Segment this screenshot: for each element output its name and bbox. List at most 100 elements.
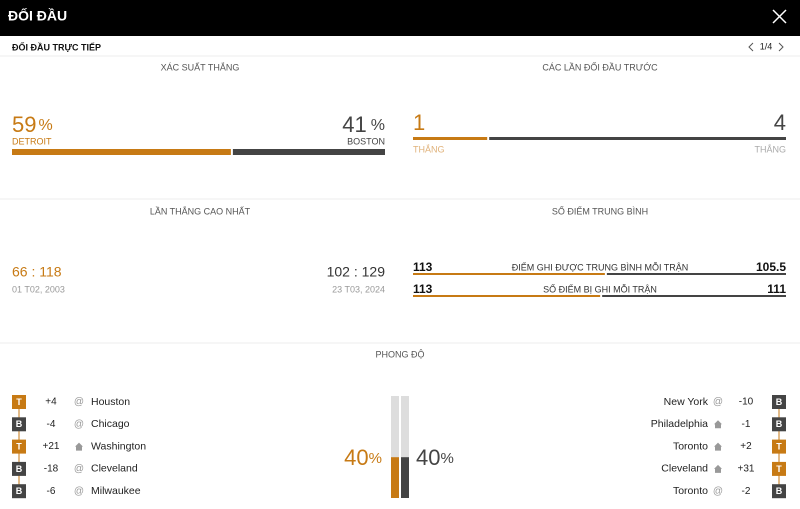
form-percent: 40% [344, 445, 382, 470]
unit: % [440, 450, 453, 467]
away-h2h-label: THẮNG [755, 144, 787, 154]
result: T [16, 441, 22, 451]
result: B [776, 419, 783, 429]
diff: -4 [47, 419, 56, 430]
diff: -6 [47, 486, 56, 497]
form-bar [401, 457, 409, 498]
diff: +21 [43, 441, 60, 452]
prev-button[interactable] [748, 42, 754, 52]
opponent: Milwaukee [91, 485, 141, 497]
result: B [16, 486, 23, 496]
home-h2h-label: THẮNG [413, 144, 445, 154]
home-icon [714, 442, 722, 451]
next-button[interactable] [778, 42, 784, 52]
opponent: Philadelphia [651, 418, 708, 430]
unit: % [369, 450, 382, 467]
bar-home [413, 273, 605, 275]
avg-home: 113 [413, 282, 433, 296]
header-bar [0, 0, 800, 36]
away-team: BOSTON [347, 136, 385, 146]
home-h2h: 1 [413, 110, 425, 135]
result-badge [12, 417, 26, 432]
diff: -18 [44, 464, 59, 475]
home-icon [714, 464, 722, 473]
result-badge [772, 484, 786, 499]
avg-label: ĐIỂM GHI ĐƯỢC TRUNG BÌNH MỖI TRẬN [512, 261, 689, 272]
result: B [16, 419, 23, 429]
result-badge [772, 439, 786, 454]
home-biggest-win: 66 : 118 [12, 264, 62, 280]
venue: @ [74, 397, 84, 408]
away-h2h: 4 [774, 110, 786, 135]
result-badge [12, 461, 26, 476]
avg-home: 113 [413, 260, 433, 274]
result: B [16, 464, 23, 474]
diff: -10 [739, 397, 754, 408]
dynamic: 113 ĐIỂM GHI ĐƯỢC TRUNG BÌNH MỖI TRẬN 105.… [12, 137, 786, 499]
result: T [16, 397, 22, 407]
result: B [776, 397, 783, 407]
venue: @ [74, 464, 84, 475]
result-badge [12, 484, 26, 499]
bar-away [606, 273, 786, 275]
opponent: Washington [91, 440, 146, 452]
section-title: CÁC LẦN ĐỐI ĐẦU TRƯỚC [542, 61, 658, 72]
venue: @ [713, 486, 723, 497]
opponent: New York [664, 396, 709, 408]
separators [0, 55, 800, 344]
avg-label: SỐ ĐIỂM BỊ GHI MỖI TRẬN [543, 283, 657, 294]
section-title: LẦN THẮNG CAO NHẤT [150, 206, 251, 216]
avg-away: 105.5 [756, 260, 786, 274]
diff: +4 [45, 397, 57, 408]
value: 59 [12, 112, 36, 137]
section-title: SỐ ĐIỂM TRUNG BÌNH [552, 205, 648, 216]
bar-away [232, 149, 385, 155]
diff: +31 [738, 464, 755, 475]
bar-away [489, 137, 786, 140]
result-badge [772, 461, 786, 476]
opponent: Chicago [91, 418, 130, 430]
home-icon [714, 420, 722, 429]
value: 40 [416, 445, 440, 470]
result: T [776, 464, 782, 474]
form-track [391, 396, 399, 498]
away-biggest-date: 23 T03, 2024 [332, 284, 385, 294]
avg-away: 111 [767, 282, 786, 296]
home-icon [75, 442, 83, 451]
unit: % [38, 117, 52, 134]
form-bar [391, 457, 399, 498]
value: 41 [342, 112, 366, 137]
opponent: Toronto [673, 440, 708, 452]
home-win-pct: 59% [12, 112, 53, 137]
pager: 1/4 [760, 41, 773, 51]
away-win-pct: 41% [342, 112, 385, 137]
result: T [776, 441, 782, 451]
result-badge [772, 417, 786, 432]
section-title: XÁC SUẤT THẮNG [161, 62, 240, 72]
bar-away [602, 295, 786, 297]
venue: @ [713, 397, 723, 408]
venue: @ [74, 419, 84, 430]
opponent: Houston [91, 396, 130, 408]
result: B [776, 486, 783, 496]
diff: -2 [742, 486, 751, 497]
result-badge [772, 395, 786, 409]
opponent: Cleveland [661, 463, 708, 475]
opponent: Toronto [673, 485, 708, 497]
away-biggest-win: 102 : 129 [327, 264, 386, 280]
form-percent: 40% [416, 445, 454, 470]
section-title: PHONG ĐỘ [375, 349, 424, 359]
home-biggest-date: 01 T02, 2003 [12, 284, 65, 294]
result-badge [12, 439, 26, 454]
diff: +2 [740, 441, 752, 452]
header-title: ĐỐI ĐẦU [8, 7, 67, 24]
form-track [401, 396, 409, 498]
value: 40 [344, 445, 368, 470]
opponent: Cleveland [91, 463, 138, 475]
close-button[interactable] [772, 9, 787, 24]
bar-home [12, 149, 231, 155]
bar-home [413, 137, 488, 140]
home-team: DETROIT [12, 136, 52, 146]
diff: -1 [742, 419, 751, 430]
